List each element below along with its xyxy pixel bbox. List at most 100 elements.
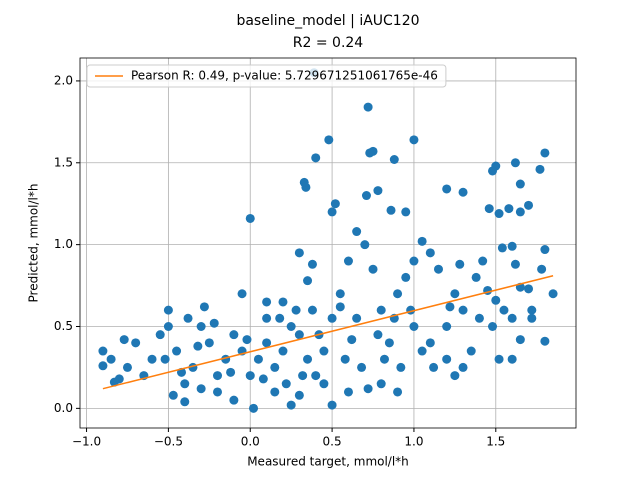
scatter-point bbox=[499, 305, 509, 315]
scatter-point bbox=[160, 354, 170, 364]
scatter-point bbox=[245, 213, 255, 223]
scatter-point bbox=[429, 362, 439, 372]
scatter-point bbox=[335, 289, 345, 299]
scatter-point bbox=[319, 379, 329, 389]
scatter-point bbox=[396, 362, 406, 372]
x-tick-label: −1.0 bbox=[72, 435, 101, 449]
scatter-point bbox=[425, 248, 435, 258]
scatter-point bbox=[548, 289, 558, 299]
scatter-point bbox=[445, 302, 455, 312]
x-tick-label: 0.5 bbox=[323, 435, 342, 449]
legend-label: Pearson R: 0.49, p-value: 5.729671251061… bbox=[131, 69, 438, 83]
scatter-point bbox=[540, 245, 550, 255]
scatter-point bbox=[365, 148, 375, 158]
scatter-point bbox=[237, 289, 247, 299]
scatter-point bbox=[258, 374, 268, 384]
scatter-point bbox=[278, 346, 288, 356]
scatter-point bbox=[294, 390, 304, 400]
scatter-point bbox=[458, 187, 468, 197]
scatter-point bbox=[384, 338, 394, 348]
scatter-point bbox=[393, 387, 403, 397]
scatter-point bbox=[343, 256, 353, 266]
scatter-point bbox=[379, 354, 389, 364]
scatter-point bbox=[488, 166, 498, 176]
scatter-point bbox=[417, 236, 427, 246]
scatter-point bbox=[360, 240, 370, 250]
scatter-point bbox=[307, 259, 317, 269]
scatter-point bbox=[540, 336, 550, 346]
scatter-point bbox=[180, 379, 190, 389]
scatter-point bbox=[327, 400, 337, 410]
scatter-point bbox=[245, 371, 255, 381]
scatter-point bbox=[352, 227, 362, 237]
y-axis-label: Predicted, mmol/l*h bbox=[27, 184, 41, 303]
scatter-point bbox=[209, 318, 219, 328]
scatter-point bbox=[535, 164, 545, 174]
scatter-point bbox=[488, 321, 498, 331]
axes-frame bbox=[79, 57, 577, 429]
scatter-point bbox=[163, 321, 173, 331]
scatter-point bbox=[109, 377, 119, 387]
x-tick-label: 0.0 bbox=[241, 435, 260, 449]
scatter-point bbox=[347, 335, 357, 345]
scatter-point bbox=[122, 362, 132, 372]
legend: Pearson R: 0.49, p-value: 5.729671251061… bbox=[86, 64, 447, 88]
scatter-point bbox=[98, 361, 108, 371]
y-tick-label: 1.0 bbox=[54, 237, 73, 251]
scatter-point bbox=[386, 205, 396, 215]
scatter-point bbox=[226, 367, 236, 377]
scatter-point bbox=[213, 387, 223, 397]
scatter-point bbox=[466, 346, 476, 356]
scatter-point bbox=[196, 321, 206, 331]
scatter-point bbox=[294, 248, 304, 258]
scatter-point bbox=[368, 264, 378, 274]
scatter-point bbox=[540, 148, 550, 158]
scatter-point bbox=[262, 313, 272, 323]
scatter-point bbox=[335, 302, 345, 312]
scatter-point bbox=[524, 284, 534, 294]
scatter-point bbox=[471, 272, 481, 282]
scatter-point bbox=[299, 177, 309, 187]
scatter-point bbox=[494, 354, 504, 364]
scatter-point bbox=[373, 186, 383, 196]
scatter-point bbox=[196, 384, 206, 394]
fit-line bbox=[102, 275, 554, 390]
scatter-point bbox=[363, 102, 373, 112]
scatter-point bbox=[204, 338, 214, 348]
scatter-point bbox=[409, 256, 419, 266]
scatter-point bbox=[270, 387, 280, 397]
x-axis-label: Measured target, mmol/l*h bbox=[247, 455, 409, 469]
scatter-point bbox=[180, 397, 190, 407]
scatter-point bbox=[450, 371, 460, 381]
scatter-point bbox=[491, 295, 501, 305]
scatter-point bbox=[294, 330, 304, 340]
x-tick-label: 1.5 bbox=[486, 435, 505, 449]
scatter-point bbox=[281, 379, 291, 389]
scatter-point bbox=[401, 207, 411, 217]
scatter-point bbox=[507, 241, 517, 251]
scatter-point bbox=[363, 384, 373, 394]
scatter-point bbox=[327, 207, 337, 217]
scatter-point bbox=[319, 346, 329, 356]
scatter-point bbox=[275, 313, 285, 323]
scatter-point bbox=[249, 403, 259, 413]
scatter-point bbox=[286, 400, 296, 410]
scatter-point bbox=[357, 362, 367, 372]
scatter-point bbox=[409, 321, 419, 331]
scatter-point bbox=[147, 354, 157, 364]
x-tick-label: −0.5 bbox=[154, 435, 183, 449]
scatter-point bbox=[510, 158, 520, 168]
scatter-point bbox=[458, 305, 468, 315]
scatter-point bbox=[373, 330, 383, 340]
scatter-point bbox=[98, 346, 108, 356]
scatter-point bbox=[307, 305, 317, 315]
scatter-point bbox=[311, 153, 321, 163]
scatter-point bbox=[425, 338, 435, 348]
scatter-point bbox=[442, 321, 452, 331]
scatter-point bbox=[515, 207, 525, 217]
scatter-point bbox=[172, 346, 182, 356]
chart-subtitle: R2 = 0.24 bbox=[293, 35, 364, 51]
scatter-point bbox=[298, 371, 308, 381]
scatter-point bbox=[527, 313, 537, 323]
scatter-point bbox=[417, 346, 427, 356]
